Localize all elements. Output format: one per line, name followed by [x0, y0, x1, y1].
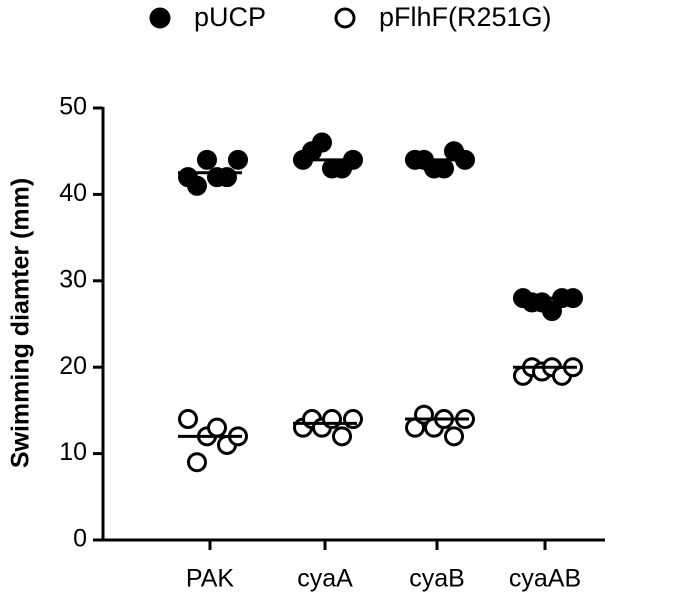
- x-tick-label: PAK: [186, 565, 234, 593]
- data-point: [178, 409, 198, 430]
- data-point: [332, 426, 352, 447]
- data-point: [197, 149, 217, 170]
- legend-marker: [334, 7, 356, 29]
- y-tick-label: 50: [59, 93, 87, 121]
- data-point: [542, 301, 562, 322]
- x-tick-label: cyaAB: [509, 565, 581, 593]
- data-point: [207, 417, 227, 438]
- y-tick-label: 40: [59, 179, 87, 207]
- x-tick-label: cyaB: [409, 565, 465, 593]
- data-point: [187, 452, 207, 473]
- legend-label: pFlhF(R251G): [379, 2, 552, 32]
- legend-label: pUCP: [194, 2, 266, 32]
- data-point: [434, 158, 454, 179]
- data-point: [322, 409, 342, 430]
- data-point: [228, 149, 248, 170]
- y-tick-label: 0: [73, 525, 87, 553]
- x-tick-label: cyaA: [297, 565, 353, 593]
- data-point: [217, 167, 237, 188]
- y-tick-label: 10: [59, 438, 87, 466]
- legend-marker: [149, 7, 171, 29]
- y-tick-label: 20: [59, 352, 87, 380]
- y-tick-label: 30: [59, 265, 87, 293]
- data-point: [187, 175, 207, 196]
- y-axis-title: Swimming diamter (mm): [7, 178, 35, 468]
- data-point: [343, 409, 363, 430]
- data-point: [444, 426, 464, 447]
- data-point: [312, 132, 332, 153]
